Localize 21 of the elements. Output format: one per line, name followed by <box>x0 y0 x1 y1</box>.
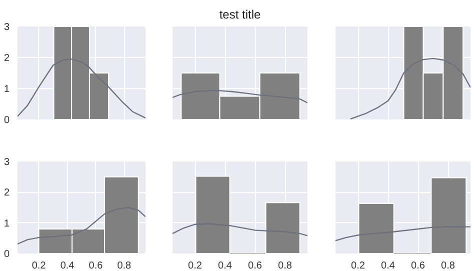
y-tick-label: 2 <box>4 53 10 64</box>
x-tick-label: 0.8 <box>117 260 132 271</box>
x-tick-label: 0.2 <box>351 260 366 271</box>
x-tick-label: 0.6 <box>411 260 426 271</box>
x-tick-label: 0.6 <box>248 260 262 271</box>
x-tick-label: 0.4 <box>60 260 75 271</box>
y-tick-label: 1 <box>4 84 10 95</box>
x-tick-label: 0.4 <box>381 260 396 271</box>
x-tick-label: 0.8 <box>441 260 456 271</box>
x-tick-label: 0.2 <box>32 260 46 271</box>
y-tick-label: 3 <box>4 157 10 168</box>
x-tick-label: 0.4 <box>218 260 232 271</box>
y-tick-label: 1 <box>4 218 10 230</box>
y-tick-label: 0 <box>4 115 10 126</box>
x-tick-label: 0.8 <box>278 260 292 271</box>
y-tick-label: 2 <box>4 188 10 199</box>
x-tick-label: 0.6 <box>88 260 104 271</box>
y-tick-label: 3 <box>4 22 10 33</box>
y-tick-label: 0 <box>4 249 10 260</box>
x-tick-label: 0.2 <box>188 260 202 271</box>
chart-title: test title <box>219 8 261 22</box>
